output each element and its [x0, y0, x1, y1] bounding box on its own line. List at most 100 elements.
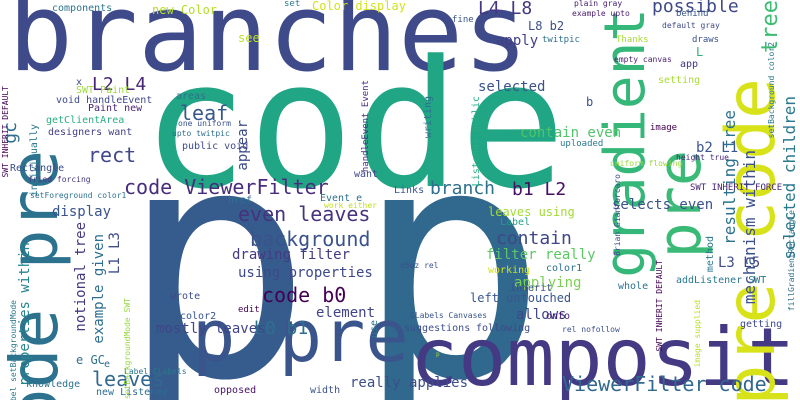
- word-swt-inherit-default-top: SWT INHERIT DEFAULT: [1, 86, 10, 178]
- word-example-given: example given: [91, 234, 107, 344]
- word-contain: contain: [496, 228, 572, 249]
- word-even-leaves: even leaves: [238, 202, 371, 226]
- word-filter-really: filter really: [486, 247, 596, 263]
- word-e-gc: e GC: [76, 353, 105, 367]
- word-use: use: [369, 320, 380, 339]
- word-color-display: Color display: [312, 0, 406, 13]
- word-code-b0: code b0: [262, 283, 347, 307]
- word-clabels-canvases: CLabels Canvases: [410, 311, 488, 320]
- word-see: see: [238, 31, 260, 45]
- word-allows: allows: [516, 307, 567, 323]
- word-behind: behind: [676, 9, 709, 19]
- word-rectangle: Rectangle: [10, 163, 65, 174]
- word-set: set: [284, 0, 301, 9]
- word-components: components: [52, 3, 113, 14]
- word-color1: color1: [546, 263, 583, 274]
- word-public-void: public void: [182, 141, 249, 152]
- word-left-untouched: left untouched: [470, 291, 572, 305]
- word-leaves-using: leaves using: [488, 205, 575, 219]
- word-setting: setting: [658, 75, 701, 86]
- word-mostly-leaves: mostly leaves: [156, 321, 266, 337]
- word-label-setbackgroundmode: Label setBackgroundMode: [9, 300, 18, 400]
- word-rect: rect: [88, 143, 137, 167]
- word-composite: composite: [410, 311, 800, 400]
- word-properties-within: properties within: [17, 242, 33, 386]
- word-background: background: [250, 227, 371, 251]
- word-inherit: inherit: [510, 283, 553, 294]
- word-uploaded: uploaded: [560, 139, 604, 149]
- word-leaves: leaves: [92, 367, 165, 391]
- word-work-either: work either: [324, 201, 377, 210]
- word-color2: color2: [180, 311, 217, 322]
- word-b2-l1: b2 L1: [696, 140, 739, 156]
- word-method: method: [705, 236, 716, 273]
- word-really-applies: really applies: [350, 375, 469, 391]
- word-top: top: [266, 301, 288, 315]
- word-designers-want: designers want: [48, 127, 133, 138]
- word-paint-new: Paint new: [88, 103, 143, 114]
- word-image: image: [650, 123, 678, 133]
- word-b1-l2: b1 L2: [512, 179, 567, 200]
- word-one-uniform: one uniform: [178, 119, 231, 128]
- word-b: b: [586, 95, 594, 109]
- word-suggestions: suggestions: [404, 323, 471, 334]
- word-draws: draws: [692, 35, 720, 45]
- word-applying: applying: [514, 275, 582, 291]
- word-contain-even: contain even: [520, 125, 622, 141]
- word-opposed: opposed: [214, 385, 257, 396]
- word-label: Label: [500, 217, 531, 228]
- word-p-tiny: p: [436, 351, 440, 358]
- word-links: Links: [394, 185, 425, 196]
- word-href: href: [228, 195, 253, 206]
- word-example-upto: example upto: [572, 9, 630, 18]
- word-resulting-tree: resulting tree: [720, 110, 739, 245]
- word-setbackground-color2: setBackground color2: [767, 42, 776, 139]
- word-thanks: Thanks: [616, 35, 649, 45]
- word-twitpic: twitpic: [542, 35, 580, 45]
- word-leaf: leaf: [180, 101, 229, 125]
- word-edit: edit: [238, 305, 260, 315]
- word-onto: onto: [546, 311, 571, 322]
- word-using-properties: using properties: [238, 265, 373, 281]
- word-empty-canvas: empty canvas: [614, 55, 672, 64]
- word-selected: selected: [478, 79, 546, 95]
- word-branch: branch: [430, 178, 496, 199]
- word-following: following: [476, 323, 531, 334]
- word-knowledge: knowledge: [26, 379, 81, 390]
- word-areas: areas: [176, 91, 207, 102]
- word-selects-even: selects even: [612, 197, 714, 213]
- word-app: app: [680, 59, 699, 70]
- word-rel-nofollow: rel nofollow: [562, 325, 620, 334]
- word-new-listener: new Listener: [96, 387, 169, 398]
- word-height-true: height true: [676, 153, 729, 162]
- word-apply: apply: [496, 33, 539, 49]
- word-void-handleevent: void handleEvent: [56, 95, 153, 106]
- word-drawing-filter: drawing filter: [232, 247, 351, 263]
- word-handleevent-event: handleEvent Event: [361, 80, 371, 173]
- word-display: display: [52, 204, 112, 220]
- word-writing: writing: [423, 96, 434, 139]
- word-l3-l5: L3 L5: [718, 255, 761, 271]
- word-whole: whole: [618, 281, 649, 292]
- word-l2-l4: L2 L4: [92, 74, 147, 95]
- word-brian-gianforcaro: Brian Gianforcaro: [613, 174, 622, 256]
- word-wrote: wrote: [170, 291, 201, 302]
- word-l1-l3: L1 L3: [107, 232, 123, 275]
- word-l8-b2: L8 b2: [528, 19, 565, 33]
- word-element: element: [316, 305, 376, 321]
- word-b0-b1: b0 b1: [254, 318, 309, 339]
- word-individually: individually: [29, 124, 40, 197]
- word-notional-tree: notional tree: [73, 222, 89, 332]
- word-addlistener-swt: addListener SWT: [676, 275, 767, 286]
- word-swt-inherit-force: SWT INHERIT FORCE: [690, 183, 783, 193]
- word-swt-inherit-default: SWT INHERIT DEFAULT: [655, 260, 664, 352]
- word-uniform-flowing: uniform flowing: [610, 159, 683, 168]
- word-p-right: p: [355, 79, 548, 400]
- word-branches: branches: [8, 0, 529, 96]
- word-setbackgroundmode-swt: setBackgroundMode SWT: [123, 298, 132, 400]
- word-image-supplied: image supplied: [693, 300, 702, 368]
- word-width: width: [310, 385, 341, 396]
- word-getting: getting: [740, 319, 783, 330]
- word-fillgradientrectangle: fillGradientRectangle: [787, 210, 796, 312]
